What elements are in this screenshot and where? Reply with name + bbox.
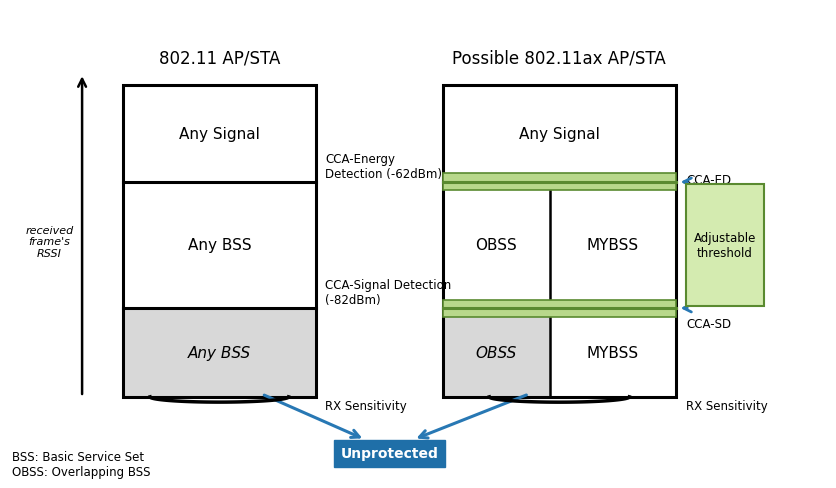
Text: MYBSS: MYBSS	[587, 345, 639, 360]
Text: Any BSS: Any BSS	[187, 238, 251, 253]
Text: Possible 802.11ax AP/STA: Possible 802.11ax AP/STA	[452, 49, 666, 67]
Text: BSS: Basic Service Set
OBSS: Overlapping BSS: BSS: Basic Service Set OBSS: Overlapping…	[13, 450, 151, 478]
Text: RX Sensitivity: RX Sensitivity	[325, 399, 407, 412]
Text: Unprotected: Unprotected	[340, 447, 438, 461]
Text: RX Sensitivity: RX Sensitivity	[686, 399, 767, 412]
Text: Any Signal: Any Signal	[179, 127, 260, 142]
Text: CCA-Energy
Detection (-62dBm): CCA-Energy Detection (-62dBm)	[325, 152, 442, 180]
Text: 802.11 AP/STA: 802.11 AP/STA	[159, 49, 280, 67]
Text: OBSS: OBSS	[476, 345, 517, 360]
Text: MYBSS: MYBSS	[587, 238, 639, 253]
Text: Adjustable
threshold: Adjustable threshold	[694, 231, 756, 260]
Bar	[442, 300, 676, 317]
Bar	[123, 86, 315, 397]
Bar	[334, 440, 445, 468]
Bar	[123, 308, 315, 397]
Text: CCA-ED: CCA-ED	[686, 174, 731, 186]
Bar	[442, 308, 550, 397]
Text: received
frame's
RSSI: received frame's RSSI	[25, 225, 74, 258]
Text: Any BSS: Any BSS	[188, 345, 251, 360]
Text: CCA-Signal Detection
(-82dBm): CCA-Signal Detection (-82dBm)	[325, 278, 451, 306]
Text: OBSS: OBSS	[476, 238, 517, 253]
Text: CCA-SD: CCA-SD	[686, 317, 731, 330]
Bar	[686, 185, 764, 306]
Bar	[442, 174, 676, 191]
Text: Any Signal: Any Signal	[519, 127, 599, 142]
Bar	[442, 86, 676, 397]
